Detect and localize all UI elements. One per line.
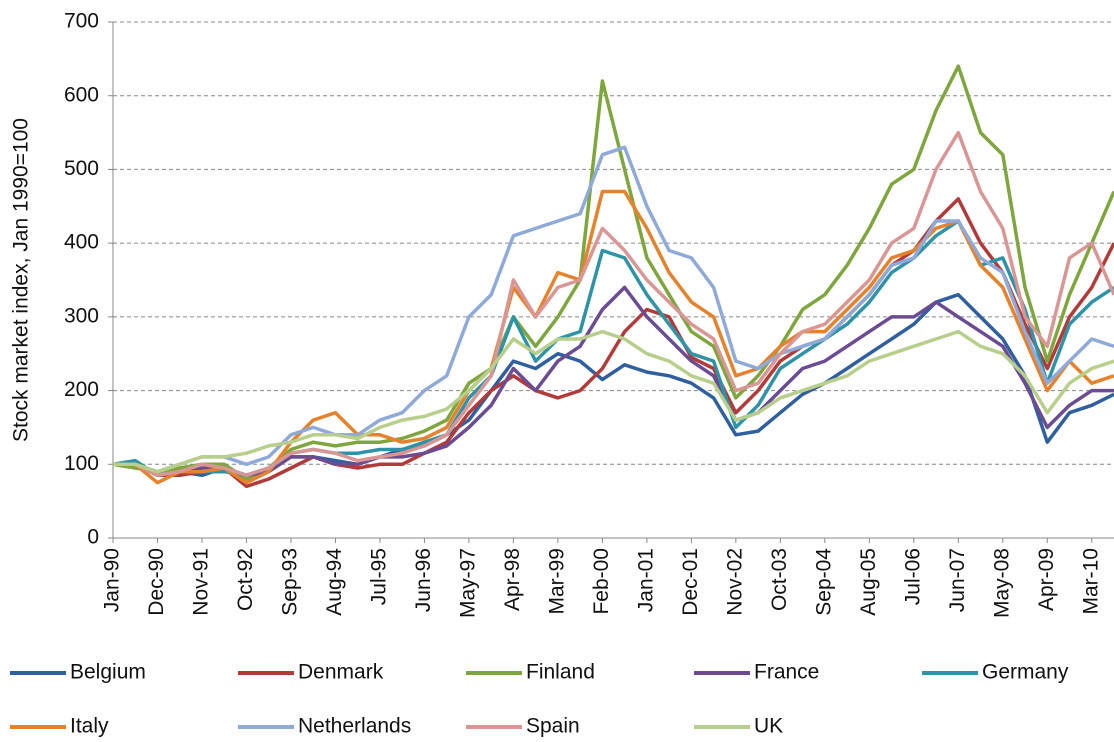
legend-label: France [754,661,819,684]
y-tick-label: 700 [64,10,99,33]
y-tick-label: 100 [64,452,99,475]
x-tick-label: May-97 [456,548,479,618]
x-tick-label: Mar-99 [545,548,568,615]
x-tick-label: Sep-04 [812,548,835,616]
x-tick-label: Jun-07 [946,548,969,612]
x-tick-label: Oct-92 [234,548,257,611]
x-tick-label: Dec-01 [679,548,702,616]
legend-label: Netherlands [298,715,411,738]
series-line [112,64,1114,481]
x-tick-label: May-08 [990,548,1013,618]
x-tick-label: Jan-90 [101,548,124,612]
x-tick-label: Jul-06 [901,548,924,605]
y-tick-label: 600 [64,83,99,106]
y-axis-label: Stock market index, Jan 1990=100 [10,118,33,442]
x-tick-label: Jan-01 [634,548,657,612]
y-tick-label: 500 [64,157,99,180]
x-tick-label: Nov-91 [190,548,213,616]
series-line [113,329,1114,474]
x-tick-label: Aug-94 [323,548,346,616]
legend-label: UK [754,715,783,738]
legend-label: Spain [526,715,580,738]
series-line [113,285,1114,478]
legend-label: Germany [982,661,1069,684]
legend-label: Finland [526,661,595,684]
legend-label: Belgium [70,661,146,684]
x-tick-label: Sep-93 [279,548,302,616]
x-tick-label: Apr-09 [1035,548,1058,611]
series-line [113,145,1114,474]
legend-label: Denmark [298,661,384,684]
x-tick-label: Nov-02 [723,548,746,616]
x-tick-label: Jun-96 [412,548,435,612]
y-tick-label: 200 [64,378,99,401]
x-tick-label: Mar-10 [1079,548,1102,615]
y-tick-label: 0 [87,526,99,549]
x-tick-label: Oct-03 [768,548,791,611]
y-tick-label: 300 [64,304,99,327]
x-tick-label: Dec-90 [145,548,168,616]
legend-label: Italy [70,715,109,738]
x-tick-label: Apr-98 [501,548,524,611]
series-line [113,189,1114,485]
x-tick-label: Jul-95 [367,548,390,605]
x-tick-label: Feb-00 [590,548,613,615]
y-tick-label: 400 [64,231,99,254]
x-tick-label: Aug-05 [857,548,880,616]
series-line [113,197,1114,489]
series-line [113,130,1114,478]
